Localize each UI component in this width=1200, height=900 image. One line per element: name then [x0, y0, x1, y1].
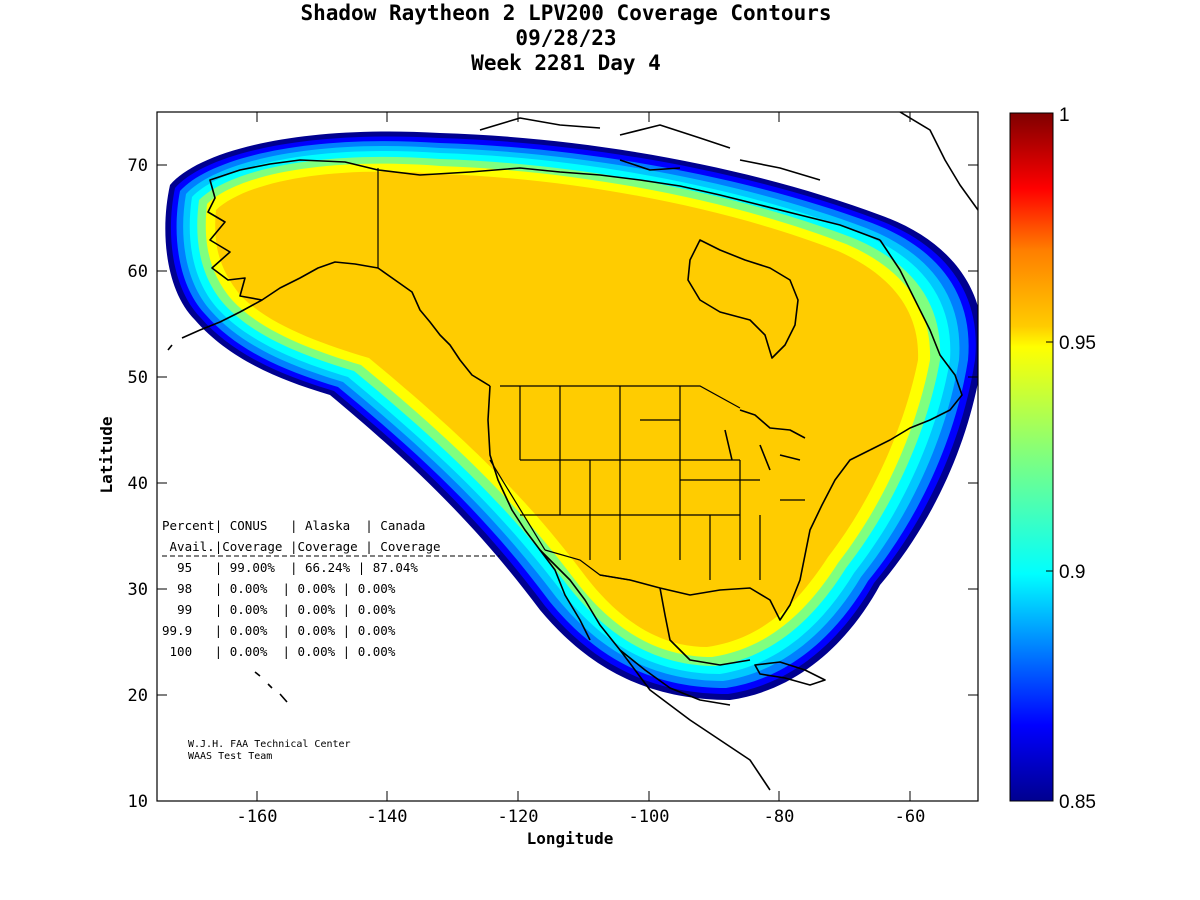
- y-tick-label: 10: [128, 792, 148, 812]
- x-tick-label: -80: [764, 807, 795, 827]
- inner-ticks: [157, 112, 978, 801]
- credit-line-2: WAAS Test Team: [188, 751, 272, 762]
- table-row: 98 | 0.00% | 0.00% | 0.00%: [162, 581, 396, 596]
- y-axis-label: Latitude: [97, 416, 116, 493]
- labrador-coast: [869, 239, 963, 451]
- x-tick-label: -160: [237, 807, 278, 827]
- colorbar-tick-label: 1: [1059, 105, 1070, 126]
- colorbar: 1 0.95 0.9 0.85: [1009, 105, 1096, 813]
- y-tick-label: 60: [128, 262, 148, 282]
- chart-week-day: Week 2281 Day 4: [471, 51, 661, 75]
- political-boundaries: [377, 168, 805, 581]
- canada-pacific-coast: [377, 267, 491, 387]
- x-axis-label: Longitude: [527, 829, 614, 848]
- aleutian-islands: [167, 299, 263, 351]
- y-tick-label: 20: [128, 686, 148, 706]
- table-row: 95 | 99.00% | 66.24% | 87.04%: [162, 560, 418, 575]
- colorbar-tick-label: 0.9: [1059, 562, 1085, 583]
- plot-frame: [156, 111, 979, 802]
- x-tick-label: -120: [498, 807, 539, 827]
- state-lines: [489, 386, 805, 580]
- contour-band-096: [215, 171, 919, 647]
- table-row: 99 | 0.00% | 0.00% | 0.00%: [162, 602, 396, 617]
- baja-peninsula: [539, 549, 591, 641]
- chart-date: 09/28/23: [515, 26, 616, 50]
- great-lakes: [724, 409, 806, 471]
- us-canada-border: [500, 385, 741, 409]
- x-tick-label: -140: [367, 807, 408, 827]
- y-tick-label: 50: [128, 368, 148, 388]
- y-tick-label: 70: [128, 156, 148, 176]
- coastlines: [167, 112, 978, 791]
- coverage-contours: [165, 131, 978, 700]
- chart-title: Shadow Raytheon 2 LPV200 Coverage Contou…: [300, 1, 831, 25]
- x-tick-label: -100: [629, 807, 670, 827]
- credit-line-1: W.J.H. FAA Technical Center: [188, 739, 351, 750]
- alaska-coast: [207, 159, 379, 301]
- hudson-bay: [687, 239, 799, 359]
- gulf-coast: [599, 449, 871, 621]
- y-tick-label: 40: [128, 474, 148, 494]
- x-axis: -160 -140 -120 -100 -80 -60 Longitude: [237, 807, 926, 848]
- table-header-row-1: Percent| CONUS | Alaska | Canada: [162, 518, 425, 533]
- coverage-table: Percent| CONUS | Alaska | Canada Avail.|…: [162, 518, 500, 659]
- map-plot-area: Percent| CONUS | Alaska | Canada Avail.|…: [157, 112, 978, 801]
- greenland-coast: [899, 112, 978, 211]
- x-tick-label: -60: [895, 807, 926, 827]
- colorbar-tick-label: 0.85: [1059, 792, 1096, 813]
- us-mexico-border: [544, 549, 631, 581]
- colorbar-gradient: [1009, 112, 1054, 802]
- y-axis: 10 20 30 40 50 60 70 Latitude: [97, 156, 148, 812]
- hawaii: [254, 671, 288, 703]
- arctic-islands: [479, 117, 821, 181]
- colorbar-tick-label: 0.95: [1059, 333, 1096, 354]
- arctic-coast: [377, 167, 881, 241]
- y-tick-label: 30: [128, 580, 148, 600]
- table-header-row-2: Avail.|Coverage |Coverage | Coverage: [162, 539, 441, 554]
- mexico-coast: [659, 587, 751, 666]
- table-row: 99.9 | 0.00% | 0.00% | 0.00%: [162, 623, 396, 638]
- central-america: [619, 649, 771, 791]
- cuba: [754, 661, 826, 686]
- table-row: 100 | 0.00% | 0.00% | 0.00%: [162, 644, 396, 659]
